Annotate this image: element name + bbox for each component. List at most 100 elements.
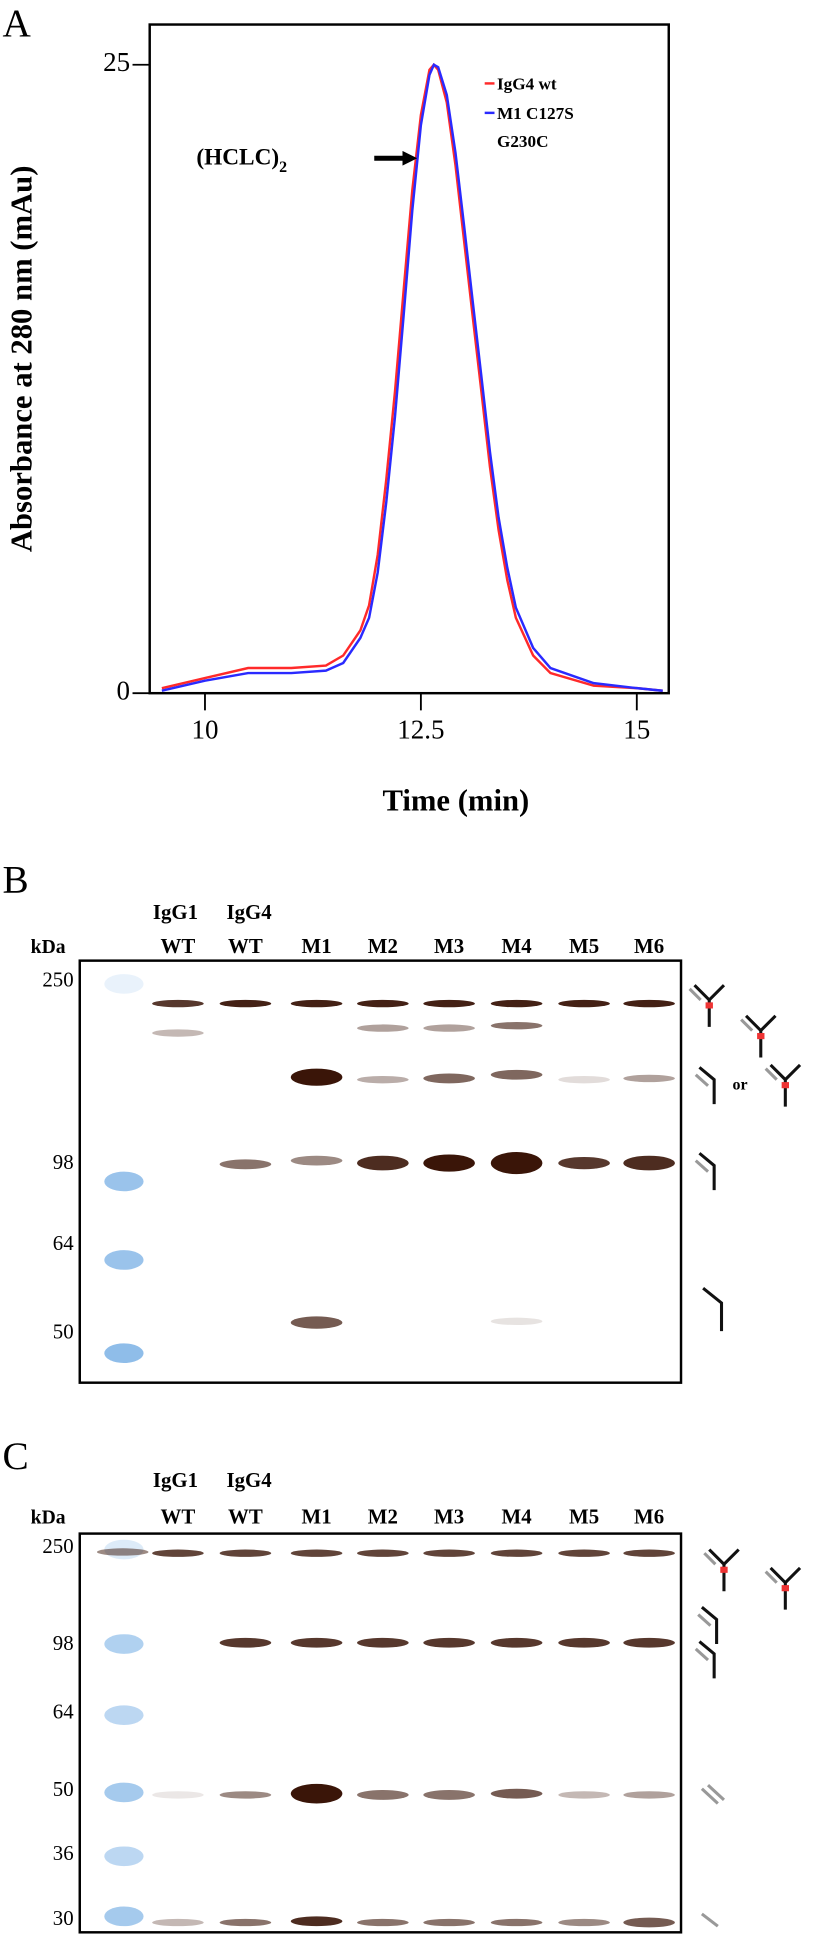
gel-band — [490, 1317, 543, 1326]
lane-header: M2 — [368, 1505, 398, 1529]
lane-header: IgG4 — [227, 900, 273, 924]
gel-band — [357, 999, 409, 1008]
light-chain-icon — [764, 1067, 778, 1081]
gel-band — [219, 1637, 272, 1648]
gel-band — [558, 1918, 610, 1927]
gel-band — [423, 1790, 475, 1800]
ladder-band — [104, 974, 144, 994]
lane-header: WT — [161, 934, 196, 958]
light-chain-icon — [694, 1647, 710, 1662]
disulfide-icon — [757, 1033, 765, 1040]
gel-band — [490, 1021, 543, 1030]
gel-band — [490, 1788, 543, 1799]
marker-label: 64 — [53, 1231, 74, 1255]
gel-band — [490, 1152, 543, 1175]
gel-band — [558, 1075, 610, 1084]
gel-band — [219, 999, 272, 1008]
gel-band — [623, 1637, 675, 1648]
gel-band — [357, 1918, 409, 1927]
light-chain-icon — [697, 1613, 712, 1627]
light-chain-icon — [764, 1570, 778, 1584]
lane-header: IgG4 — [227, 1468, 273, 1492]
gel-band — [490, 1918, 543, 1927]
ladder-band — [104, 1782, 144, 1803]
lane-header: M1 — [302, 1505, 332, 1529]
gel-band — [623, 1074, 675, 1083]
lane-header: WT — [161, 1505, 196, 1529]
gel-band — [623, 1917, 675, 1928]
x-tick-label: 15 — [623, 715, 650, 745]
ladder-band — [104, 1634, 144, 1654]
gel-band — [290, 1316, 343, 1329]
gel-band — [623, 1549, 675, 1557]
lane-header: M3 — [434, 934, 464, 958]
gel-band — [152, 999, 204, 1008]
gel-band — [357, 1549, 409, 1557]
gel-band — [290, 999, 343, 1008]
light-chain-icon — [688, 987, 702, 1001]
gel-band — [423, 1154, 475, 1172]
data-line — [161, 63, 663, 692]
marker-label: 64 — [53, 1700, 74, 1724]
half-antibody-icon — [700, 1606, 719, 1645]
gel-band — [423, 1549, 475, 1557]
annotation-subscript: 2 — [279, 159, 287, 176]
gel-band — [423, 1637, 475, 1648]
gel-band — [558, 1156, 610, 1170]
y-axis-label: Absorbance at 280 nm (mAu) — [5, 166, 39, 553]
gel-band — [490, 1069, 543, 1080]
ladder-band — [104, 1171, 144, 1192]
marker-label: 250 — [42, 1534, 73, 1558]
lane-header: WT — [228, 1505, 263, 1529]
gel-frame — [78, 1532, 683, 1934]
gel-band — [623, 1791, 675, 1799]
light-chain-icon — [700, 1912, 719, 1928]
light-chain-icon — [740, 1018, 754, 1032]
gel-band — [357, 1637, 409, 1648]
light-chain-icon — [703, 1552, 717, 1566]
marker-label: 36 — [53, 1841, 74, 1865]
panel-label: B — [2, 858, 28, 901]
lane-header: IgG1 — [153, 1468, 198, 1492]
gel-band — [490, 1549, 543, 1557]
panel-label: A — [2, 2, 31, 45]
gel-band — [219, 1791, 272, 1799]
gel-band — [357, 1075, 409, 1084]
lane-header: M4 — [502, 1505, 533, 1529]
half-antibody-icon — [698, 1066, 716, 1105]
ladder-band — [104, 1906, 144, 1927]
ladder-band — [104, 1705, 144, 1725]
light-chain-icon — [700, 1783, 726, 1805]
ladder-band — [104, 1343, 144, 1364]
ladder-band — [104, 1250, 144, 1270]
gel-band — [423, 1073, 475, 1084]
gel-band — [357, 1790, 409, 1800]
gel-band — [290, 1068, 343, 1086]
gel-band — [623, 999, 675, 1008]
annotation-text: (HCLC) — [196, 145, 279, 171]
lane-header: M5 — [569, 934, 599, 958]
gel-band — [490, 999, 543, 1008]
legend-label: M1 C127S G230C — [496, 105, 574, 153]
gel-band — [357, 1024, 409, 1032]
disulfide-icon — [781, 1082, 790, 1089]
lane-header: IgG1 — [153, 900, 198, 924]
lane-header: M6 — [634, 934, 664, 958]
gel-band — [219, 1918, 272, 1927]
gel-band — [490, 1637, 543, 1648]
annotation: (HCLC)2 — [196, 145, 287, 176]
gel-band — [357, 1155, 409, 1171]
half-antibody-icon — [698, 1640, 716, 1679]
unit-label: kDa — [31, 1507, 66, 1528]
marker-label: 30 — [53, 1906, 74, 1930]
plot-frame — [148, 23, 670, 695]
ladder-band — [104, 1846, 144, 1867]
lane-header: M4 — [502, 934, 533, 958]
marker-label: 250 — [42, 967, 73, 991]
heavy-chain-icon — [702, 1287, 724, 1332]
light-chain-icon — [694, 1159, 710, 1173]
panel-label: C — [2, 1435, 28, 1478]
half-antibody-icon — [698, 1152, 716, 1191]
